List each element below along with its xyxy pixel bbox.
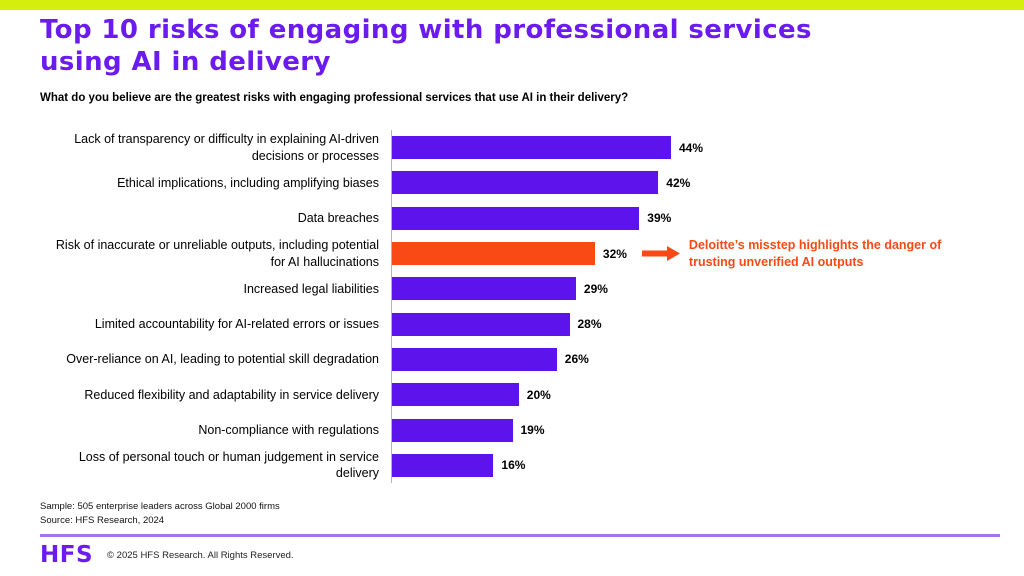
category-label: Loss of personal touch or human judgemen…: [78, 450, 379, 481]
plot-area: 20%: [391, 377, 1004, 413]
value-label: 19%: [520, 423, 545, 438]
annotation: Deloitte’s misstep highlights the danger…: [641, 237, 979, 270]
value-label: 28%: [577, 317, 602, 332]
page-title: Top 10 risks of engaging with profession…: [40, 15, 960, 79]
footer-divider: [40, 534, 1000, 537]
value-label: 26%: [564, 352, 589, 367]
plot-area: 29%: [391, 271, 1004, 307]
survey-question: What do you believe are the greatest ris…: [40, 92, 629, 104]
copyright-text: © 2025 HFS Research. All Rights Reserved…: [107, 549, 294, 561]
value-label: 39%: [647, 211, 672, 226]
bar: [392, 453, 494, 477]
footnotes: Sample: 505 enterprise leaders across Gl…: [40, 500, 280, 528]
category-label: Over-reliance on AI, leading to potentia…: [66, 352, 379, 367]
sample-note: Sample: 505 enterprise leaders across Gl…: [40, 501, 280, 512]
category-label: Limited accountability for AI-related er…: [94, 317, 379, 331]
chart-row: Reduced flexibility and adaptability in …: [40, 377, 1004, 413]
category-label: Ethical implications, including amplifyi…: [117, 175, 379, 190]
plot-area: 16%: [391, 447, 1004, 483]
bar: [392, 383, 519, 407]
category-label: Data breaches: [297, 211, 379, 226]
category-label: Reduced flexibility and adaptability in …: [84, 387, 379, 402]
plot-area: 26%: [391, 341, 1004, 378]
chart-row: Ethical implications, including amplifyi…: [40, 165, 1004, 201]
hfs-logo: HFS: [40, 542, 94, 568]
page-title-line-2: using AI in delivery: [40, 46, 331, 77]
value-label: 16%: [501, 458, 526, 473]
category-label: Lack of transparency or difficulty in ex…: [74, 132, 379, 163]
value-label: 29%: [583, 281, 608, 296]
chart-row: Data breaches 39%: [40, 200, 1004, 236]
bar: [392, 418, 513, 442]
plot-area: 32% Deloitte’s misstep highlights the da…: [391, 235, 1004, 272]
top-accent-bar: [0, 0, 1024, 10]
annotation-text: Deloitte’s misstep highlights the danger…: [688, 238, 942, 269]
category-label: Increased legal liabilities: [243, 281, 380, 296]
value-label: 44%: [679, 140, 704, 155]
category-label: Non-compliance with regulations: [198, 422, 379, 437]
bar: [392, 171, 659, 195]
chart-row: Increased legal liabilities 29%: [40, 271, 1004, 307]
plot-area: 19%: [391, 412, 1004, 448]
bar-highlighted: [392, 242, 595, 266]
footer-brand-row: HFS © 2025 HFS Research. All Rights Rese…: [40, 541, 294, 569]
page-title-line-1: Top 10 risks of engaging with profession…: [40, 15, 812, 45]
bar: [392, 312, 570, 336]
chart-row: Limited accountability for AI-related er…: [40, 306, 1004, 342]
value-label: 32%: [602, 246, 627, 261]
chart-row-highlighted: Risk of inaccurate or unreliable outputs…: [40, 235, 1004, 272]
chart-row: Non-compliance with regulations 19%: [40, 412, 1004, 448]
bar-chart: Lack of transparency or difficulty in ex…: [40, 130, 1004, 483]
bar: [392, 347, 557, 371]
plot-area: 42%: [391, 165, 1004, 201]
plot-area: 28%: [391, 306, 1004, 342]
plot-area: 39%: [391, 200, 1004, 236]
value-label: 42%: [666, 175, 691, 190]
chart-row: Over-reliance on AI, leading to potentia…: [40, 341, 1004, 378]
value-label: 20%: [526, 387, 551, 402]
arrow-right-icon: [641, 246, 680, 262]
chart-row: Loss of personal touch or human judgemen…: [40, 447, 1004, 483]
category-label: Risk of inaccurate or unreliable outputs…: [55, 238, 379, 269]
bar: [392, 206, 640, 230]
source-note: Source: HFS Research, 2024: [40, 514, 165, 526]
plot-area: 44%: [391, 130, 1004, 166]
bar: [392, 136, 671, 160]
bar: [392, 277, 576, 301]
chart-row: Lack of transparency or difficulty in ex…: [40, 130, 1004, 166]
